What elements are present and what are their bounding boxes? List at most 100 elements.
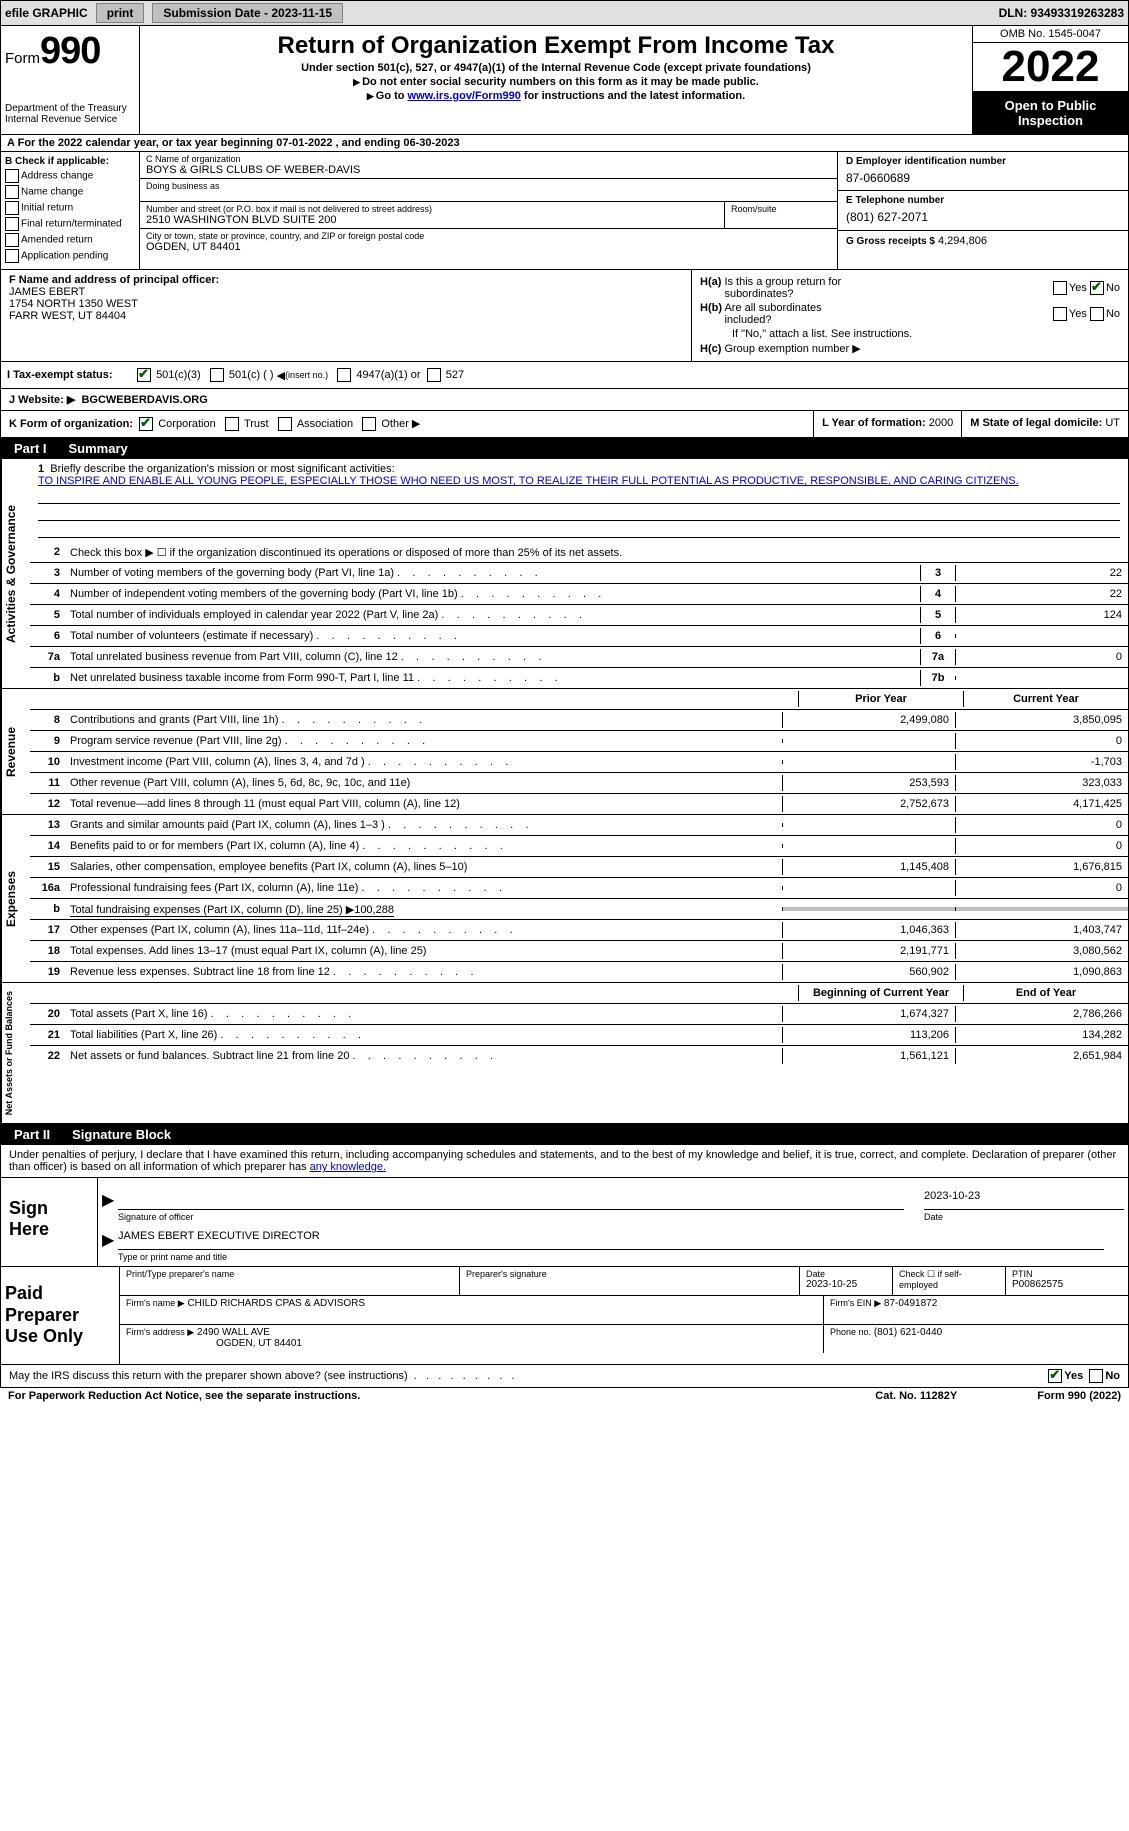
line-8: 8Contributions and grants (Part VIII, li… bbox=[30, 710, 1128, 731]
discuss-no-checkbox[interactable] bbox=[1089, 1369, 1103, 1383]
efile-label: efile GRAPHIC bbox=[5, 6, 88, 20]
chk-4947a1[interactable] bbox=[337, 368, 351, 382]
signature-officer-field[interactable] bbox=[118, 1190, 904, 1210]
chk-amended-return[interactable]: Amended return bbox=[5, 233, 135, 247]
header-right: OMB No. 1545-0047 2022 Open to Public In… bbox=[972, 26, 1128, 134]
chk-501c3[interactable] bbox=[137, 368, 151, 382]
officer-name: JAMES EBERT bbox=[9, 286, 683, 298]
line-20: 20Total assets (Part X, line 16)1,674,32… bbox=[30, 1004, 1128, 1025]
ha-yes-checkbox[interactable] bbox=[1053, 281, 1067, 295]
sign-here-row: Sign Here ▶ 2023-10-23 Signature of offi… bbox=[1, 1177, 1128, 1266]
entity-info-block: B Check if applicable: Address change Na… bbox=[0, 152, 1129, 270]
dba-cell: Doing business as bbox=[140, 179, 837, 202]
mission-block: 1 Briefly describe the organization's mi… bbox=[30, 459, 1128, 542]
chk-association[interactable] bbox=[278, 417, 292, 431]
discuss-with-preparer-row: May the IRS discuss this return with the… bbox=[0, 1365, 1129, 1388]
form-title: Return of Organization Exempt From Incom… bbox=[148, 32, 964, 60]
year-formation: L Year of formation: 2000 bbox=[813, 411, 961, 437]
row-f-h: F Name and address of principal officer:… bbox=[0, 270, 1129, 362]
line-16a: 16aProfessional fundraising fees (Part I… bbox=[30, 878, 1128, 899]
any-knowledge-link[interactable]: any knowledge. bbox=[310, 1161, 386, 1173]
chk-final-return[interactable]: Final return/terminated bbox=[5, 217, 135, 231]
end-year-header: End of Year bbox=[963, 985, 1128, 1001]
line-13: 13Grants and similar amounts paid (Part … bbox=[30, 815, 1128, 836]
hb-no-checkbox[interactable] bbox=[1090, 307, 1104, 321]
tax-exempt-status-row: I Tax-exempt status: 501(c)(3) 501(c) ( … bbox=[0, 362, 1129, 389]
chk-501c[interactable] bbox=[210, 368, 224, 382]
side-label-expenses: Expenses bbox=[1, 815, 30, 982]
line-11: 11Other revenue (Part VIII, column (A), … bbox=[30, 773, 1128, 794]
hb-yes-checkbox[interactable] bbox=[1053, 307, 1067, 321]
website-row: J Website: ▶ BGCWEBERDAVIS.ORG bbox=[0, 389, 1129, 411]
gross-receipts-value: 4,294,806 bbox=[938, 235, 987, 247]
signature-date-field[interactable]: 2023-10-23 bbox=[924, 1190, 1124, 1210]
chk-trust[interactable] bbox=[225, 417, 239, 431]
form-word: Form bbox=[5, 50, 40, 67]
line-16b: bTotal fundraising expenses (Part IX, co… bbox=[30, 899, 1128, 920]
row-a-period: A For the 2022 calendar year, or tax yea… bbox=[0, 135, 1129, 152]
sig-arrow-icon: ▶ bbox=[102, 1230, 118, 1250]
line-17: 17Other expenses (Part IX, column (A), l… bbox=[30, 920, 1128, 941]
gross-receipts-cell: G Gross receipts $ 4,294,806 bbox=[838, 231, 1128, 269]
city-cell: City or town, state or province, country… bbox=[140, 228, 837, 255]
street-cell: Number and street (or P.O. box if mail i… bbox=[140, 202, 725, 228]
net-header-row: Beginning of Current Year End of Year bbox=[30, 983, 1128, 1004]
chk-527[interactable] bbox=[427, 368, 441, 382]
paid-preparer-row: Paid Preparer Use Only Print/Type prepar… bbox=[1, 1266, 1128, 1364]
mission-text: TO INSPIRE AND ENABLE ALL YOUNG PEOPLE, … bbox=[38, 475, 1019, 487]
beginning-year-header: Beginning of Current Year bbox=[798, 985, 963, 1001]
city-state-zip: OGDEN, UT 84401 bbox=[146, 241, 831, 253]
col-b-header: B Check if applicable: bbox=[5, 156, 135, 167]
header-left: Form990 Department of the Treasury Inter… bbox=[1, 26, 140, 134]
officer-addr1: 1754 NORTH 1350 WEST bbox=[9, 298, 683, 310]
line-2: 2 Check this box ▶ ☐ if the organization… bbox=[30, 542, 1128, 563]
ha-no-checkbox[interactable] bbox=[1090, 281, 1104, 295]
dln-label: DLN: 93493319263283 bbox=[999, 6, 1124, 20]
print-button[interactable]: print bbox=[96, 3, 145, 23]
tax-year: 2022 bbox=[973, 43, 1128, 92]
form-number-block: Form990 bbox=[5, 30, 135, 73]
paperwork-notice: For Paperwork Reduction Act Notice, see … bbox=[8, 1390, 360, 1402]
current-year-header: Current Year bbox=[963, 691, 1128, 707]
principal-officer: F Name and address of principal officer:… bbox=[1, 270, 691, 361]
discuss-yes-checkbox[interactable] bbox=[1048, 1369, 1062, 1383]
chk-name-change[interactable]: Name change bbox=[5, 185, 135, 199]
side-label-revenue: Revenue bbox=[1, 689, 30, 814]
chk-initial-return[interactable]: Initial return bbox=[5, 201, 135, 215]
line-12: 12Total revenue—add lines 8 through 11 (… bbox=[30, 794, 1128, 814]
form-footer-label: Form 990 (2022) bbox=[1037, 1390, 1121, 1402]
org-name-cell: C Name of organization BOYS & GIRLS CLUB… bbox=[140, 152, 837, 179]
website-value: BGCWEBERDAVIS.ORG bbox=[81, 394, 207, 406]
row-klm: K Form of organization: Corporation Trus… bbox=[0, 411, 1129, 438]
sig-arrow-icon: ▶ bbox=[102, 1190, 118, 1210]
omb-number: OMB No. 1545-0047 bbox=[973, 26, 1128, 43]
chk-corporation[interactable] bbox=[139, 417, 153, 431]
chk-application-pending[interactable]: Application pending bbox=[5, 249, 135, 263]
col-c-name-address: C Name of organization BOYS & GIRLS CLUB… bbox=[140, 152, 837, 269]
state-domicile: M State of legal domicile: UT bbox=[961, 411, 1128, 437]
line-9: 9Program service revenue (Part VIII, lin… bbox=[30, 731, 1128, 752]
line-15: 15Salaries, other compensation, employee… bbox=[30, 857, 1128, 878]
side-label-net: Net Assets or Fund Balances bbox=[1, 983, 30, 1123]
form-subtitle: Under section 501(c), 527, or 4947(a)(1)… bbox=[148, 62, 964, 74]
ein-value: 87-0660689 bbox=[846, 167, 1120, 185]
name-title-field[interactable]: JAMES EBERT EXECUTIVE DIRECTOR bbox=[118, 1230, 1104, 1250]
line-3: 3 Number of voting members of the govern… bbox=[30, 563, 1128, 584]
form-of-org: K Form of organization: Corporation Trus… bbox=[1, 411, 813, 437]
part2-header: Part II Signature Block bbox=[0, 1124, 1129, 1145]
line-19: 19Revenue less expenses. Subtract line 1… bbox=[30, 962, 1128, 982]
line-7b: b Net unrelated business taxable income … bbox=[30, 668, 1128, 688]
net-assets-section: Net Assets or Fund Balances Beginning of… bbox=[0, 983, 1129, 1124]
chk-other[interactable] bbox=[362, 417, 376, 431]
submission-date-button[interactable]: Submission Date - 2023-11-15 bbox=[152, 3, 343, 23]
line-5: 5 Total number of individuals employed i… bbox=[30, 605, 1128, 626]
chk-address-change[interactable]: Address change bbox=[5, 169, 135, 183]
phone-value: (801) 627-2071 bbox=[846, 206, 1120, 224]
group-return-block: H(a) Is this a group return for subordin… bbox=[691, 270, 1128, 361]
catalog-number: Cat. No. 11282Y bbox=[875, 1390, 957, 1402]
irs-form990-link[interactable]: www.irs.gov/Form990 bbox=[408, 90, 521, 102]
expenses-section: Expenses 13Grants and similar amounts pa… bbox=[0, 815, 1129, 983]
col-b-checkboxes: B Check if applicable: Address change Na… bbox=[1, 152, 140, 269]
revenue-header-row: Prior Year Current Year bbox=[30, 689, 1128, 710]
form-header: Form990 Department of the Treasury Inter… bbox=[0, 26, 1129, 135]
